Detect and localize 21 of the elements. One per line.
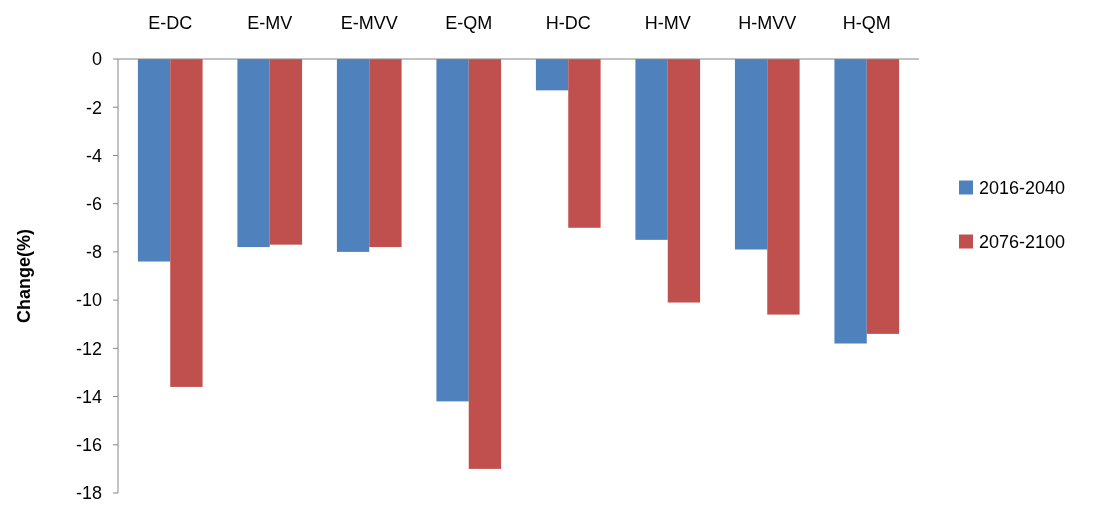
y-tick-label: -10 bbox=[75, 290, 102, 311]
y-tick-label: -18 bbox=[75, 483, 102, 504]
legend-label: 2076-2100 bbox=[979, 231, 1066, 252]
x-tick-label: E-MVV bbox=[340, 13, 398, 33]
y-tick-label: -2 bbox=[85, 97, 102, 118]
y-axis-title: Change(%) bbox=[14, 229, 34, 323]
y-tick-label: -16 bbox=[75, 435, 102, 456]
x-tick-label: H-DC bbox=[545, 13, 591, 33]
x-tick-label: H-MVV bbox=[738, 13, 797, 33]
y-tick-label: -6 bbox=[85, 193, 102, 214]
x-tick-label: E-QM bbox=[445, 13, 493, 33]
x-tick-label: H-MV bbox=[644, 13, 691, 33]
x-tick-label: E-DC bbox=[148, 13, 193, 33]
y-tick-label: -14 bbox=[75, 386, 102, 407]
x-tick-label: H-QM bbox=[842, 13, 891, 33]
legend-label: 2016-2040 bbox=[979, 177, 1066, 198]
y-tick-label: -12 bbox=[75, 338, 102, 359]
y-tick-label: -8 bbox=[85, 242, 102, 263]
y-tick-label: -4 bbox=[85, 145, 102, 166]
y-tick-label: 0 bbox=[91, 49, 102, 70]
x-tick-label: E-MV bbox=[247, 13, 293, 33]
